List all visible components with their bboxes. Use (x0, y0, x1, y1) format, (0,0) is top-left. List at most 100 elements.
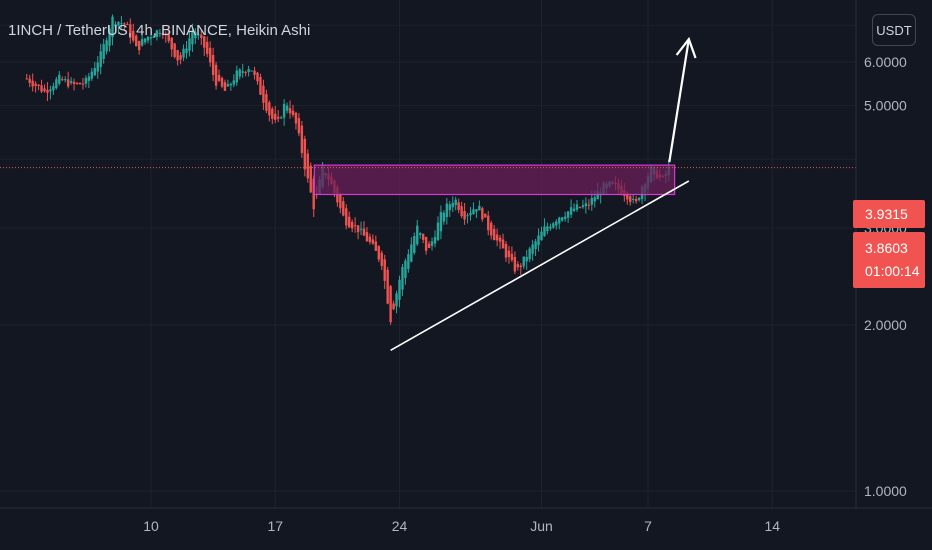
candle-body-63 (211, 55, 215, 76)
candle-body-73 (241, 71, 244, 73)
candle-body-94 (303, 138, 307, 170)
candle-body-154 (481, 208, 484, 220)
candle-body-92 (297, 118, 301, 134)
price-tick-label: 5.0000 (864, 98, 907, 114)
candle-body-43 (152, 36, 156, 38)
candle-body-34 (126, 23, 129, 25)
candle-body-155 (484, 213, 487, 218)
time-tick-label: 7 (644, 518, 652, 534)
candle-body-162 (504, 243, 508, 258)
currency-button[interactable]: USDT (872, 14, 916, 46)
candle-body-39 (140, 39, 144, 46)
candle-body-76 (250, 70, 253, 72)
candle-body-96 (309, 165, 312, 193)
candle-body-58 (197, 34, 200, 36)
candle-body-112 (356, 225, 360, 233)
candle-body-141 (442, 212, 446, 222)
candle-body-180 (558, 217, 561, 224)
candle-body-170 (528, 248, 531, 260)
candle-body-152 (475, 209, 478, 212)
candle-body-168 (522, 256, 525, 267)
time-tick-label: 10 (143, 518, 159, 534)
candle-body-23 (93, 68, 96, 76)
bar-countdown-label: 01:00:14 (865, 263, 920, 279)
candle-body-95 (306, 153, 309, 179)
candle-body-109 (348, 216, 351, 228)
candle-body-125 (395, 293, 398, 307)
price-tick-label: 6.0000 (864, 54, 907, 70)
candle-body-11 (58, 74, 61, 84)
candle-body-90 (291, 110, 295, 115)
candle-body-135 (424, 236, 428, 251)
candle-body-83 (271, 108, 274, 119)
resistance-zone-box[interactable] (313, 164, 676, 196)
candle-body-191 (590, 197, 593, 205)
candle-body-15 (69, 81, 73, 83)
candle-body-1 (28, 78, 31, 83)
candle-body-14 (66, 79, 70, 87)
bullish-arrow-head[interactable] (675, 36, 697, 59)
candle-body-158 (492, 229, 496, 241)
candle-body-62 (208, 47, 212, 63)
candle-body-93 (300, 125, 304, 154)
candle-body-77 (253, 70, 256, 75)
candle-body-176 (546, 226, 549, 232)
candle-body-134 (421, 233, 425, 240)
candle-body-185 (572, 208, 576, 211)
candle-body-159 (495, 234, 499, 241)
candle-body-12 (61, 79, 64, 81)
candle-body-128 (404, 260, 407, 279)
candle-body-0 (25, 78, 28, 80)
candle-body-205 (632, 198, 635, 200)
bullish-arrow-shaft[interactable] (668, 39, 690, 163)
candle-body-124 (392, 303, 395, 310)
candle-body-153 (478, 205, 481, 211)
candle-body-27 (105, 40, 108, 52)
candle-body-53 (182, 48, 185, 58)
candle-body-82 (268, 102, 271, 116)
candle-body-13 (64, 79, 67, 81)
candle-body-88 (285, 105, 289, 111)
support-trendline[interactable] (390, 180, 690, 351)
candle-body-61 (206, 41, 209, 54)
candle-body-78 (256, 72, 259, 82)
time-axis[interactable]: 10 17 24 Jun 7 14 (0, 507, 932, 534)
candle-body-115 (365, 232, 369, 242)
candle-body-110 (350, 221, 354, 229)
candle-body-142 (445, 203, 449, 218)
candle-body-35 (129, 24, 132, 38)
candle-body-46 (161, 33, 165, 36)
candle-body-17 (75, 82, 79, 84)
candle-body-175 (543, 226, 546, 236)
candle-body-190 (587, 204, 591, 206)
candle-body-81 (265, 94, 268, 111)
candle-body-111 (353, 225, 357, 227)
candle-body-33 (123, 23, 126, 25)
candle-body-171 (531, 244, 534, 254)
candle-body-69 (229, 83, 233, 86)
candle-body-178 (552, 223, 555, 228)
candle-body-207 (637, 197, 641, 201)
candle-body-64 (214, 64, 218, 86)
candle-body-182 (563, 216, 567, 219)
drawings[interactable] (0, 36, 856, 351)
candle-body-3 (34, 83, 37, 86)
candle-body-80 (262, 85, 265, 103)
candle-body-130 (410, 244, 413, 262)
time-tick-label: 14 (764, 518, 780, 534)
candle-body-132 (416, 225, 419, 245)
candle-body-181 (561, 217, 564, 221)
candle-body-86 (279, 117, 283, 119)
candle-body-37 (135, 35, 138, 47)
candle-body-79 (259, 76, 262, 95)
candle-body-24 (96, 62, 99, 72)
candle-body-108 (345, 208, 348, 226)
candle-body-126 (398, 279, 401, 300)
candle-body-40 (143, 38, 147, 43)
candle-body-193 (596, 191, 599, 200)
candle-body-179 (555, 221, 558, 226)
candle-body-183 (566, 211, 570, 218)
candle-body-137 (430, 241, 434, 246)
candle-body-139 (436, 222, 440, 241)
